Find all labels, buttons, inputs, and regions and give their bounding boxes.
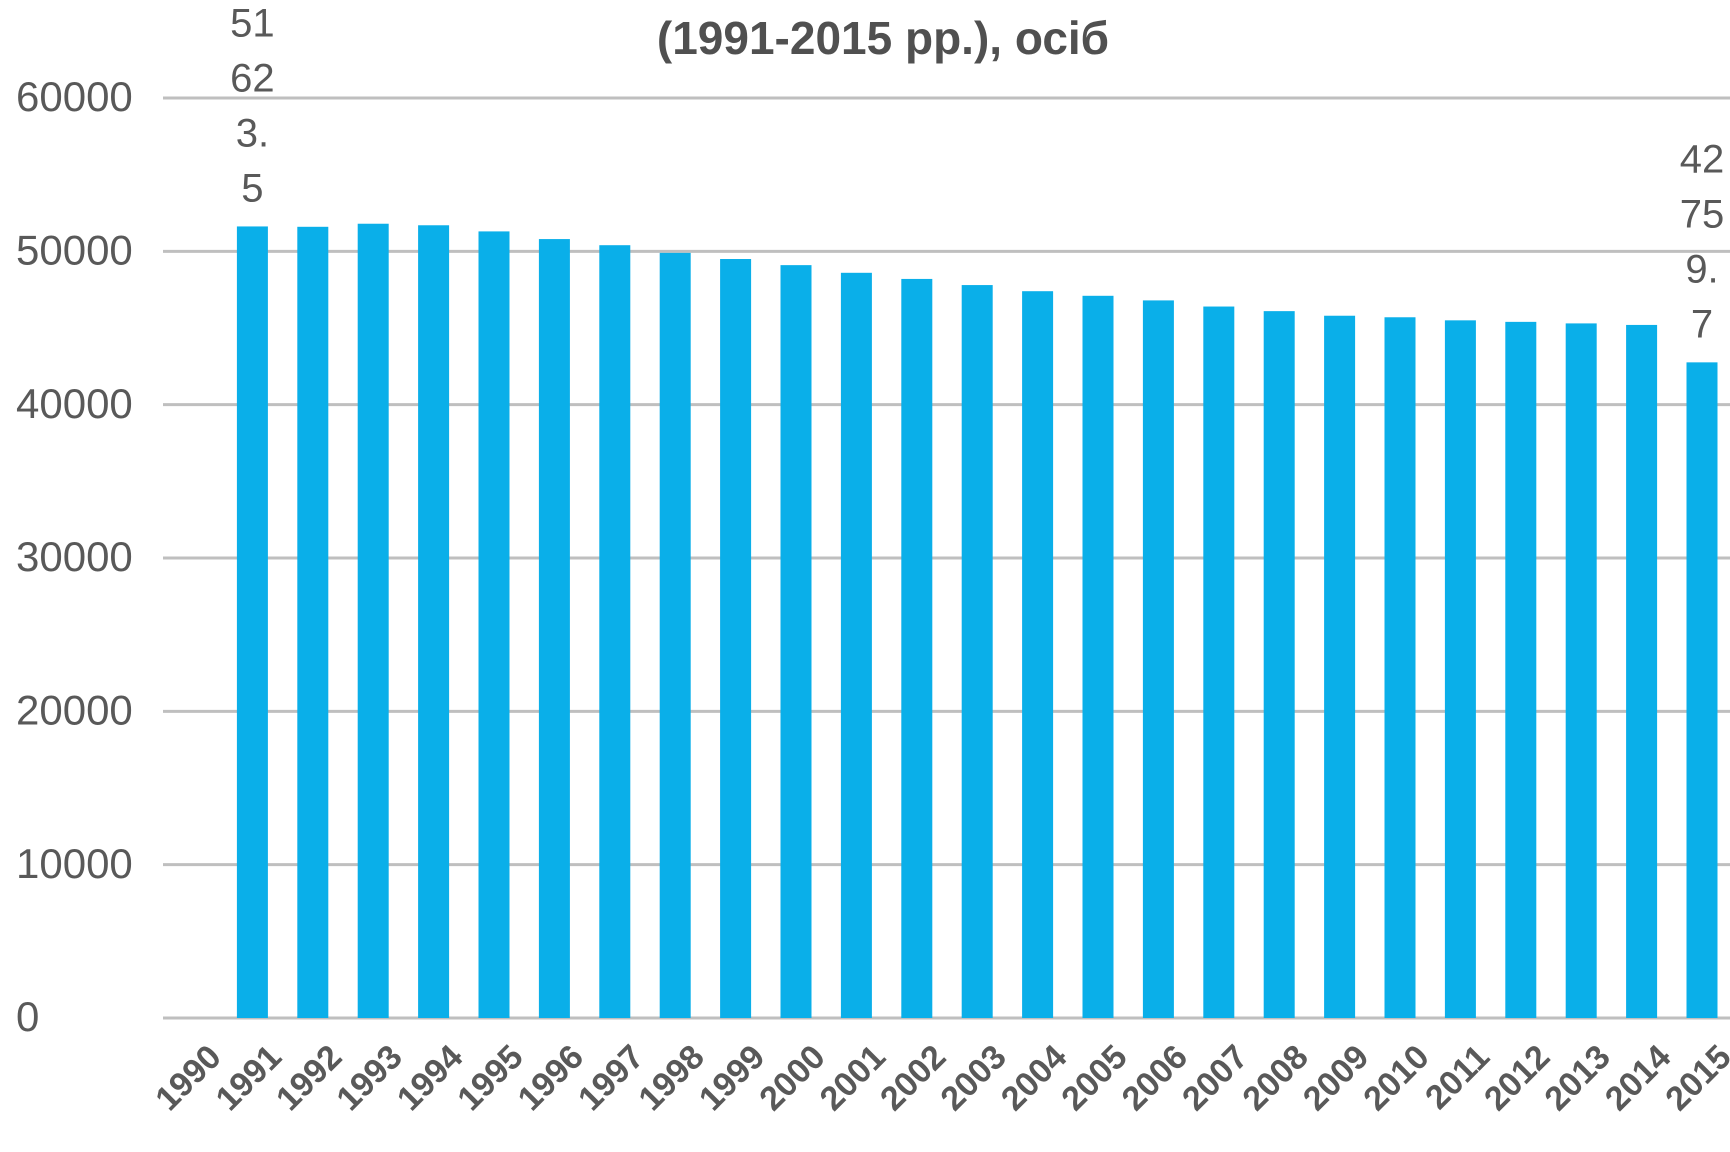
data-label: 42 75 9. 7 xyxy=(1680,137,1725,346)
bar xyxy=(1022,291,1054,1018)
x-tick-label: 1998 xyxy=(631,1038,711,1118)
bar xyxy=(297,226,329,1019)
x-tick-label: 2002 xyxy=(873,1038,953,1118)
x-tick-label: 1994 xyxy=(390,1038,470,1118)
chart-title: (1991-2015 рр.), осіб xyxy=(657,12,1109,64)
x-tick-label: 2012 xyxy=(1477,1038,1557,1118)
bar xyxy=(1203,306,1235,1018)
x-tick-label: 1991 xyxy=(209,1038,289,1118)
bar xyxy=(478,231,510,1018)
x-tick-label: 2006 xyxy=(1115,1038,1195,1118)
x-tick-label: 2003 xyxy=(933,1038,1013,1118)
bar xyxy=(357,223,389,1018)
data-label: 51 62 3. 5 xyxy=(230,1,275,210)
y-tick-label: 40000 xyxy=(16,380,133,427)
bar xyxy=(1263,311,1295,1019)
bar xyxy=(538,239,570,1019)
bar xyxy=(1384,317,1416,1018)
y-tick-label: 30000 xyxy=(16,533,133,580)
bar xyxy=(1565,323,1597,1018)
x-tick-label: 2000 xyxy=(752,1038,832,1118)
bar xyxy=(659,252,691,1018)
y-tick-label: 50000 xyxy=(16,226,133,273)
bar xyxy=(1686,362,1718,1018)
bar xyxy=(418,225,450,1018)
x-tick-label: 2011 xyxy=(1418,1038,1497,1117)
bar xyxy=(840,272,872,1018)
bar xyxy=(1324,315,1356,1018)
bar xyxy=(236,226,268,1018)
x-tick-label: 2007 xyxy=(1175,1038,1255,1118)
bar xyxy=(1626,324,1658,1018)
x-tick-label: 2001 xyxy=(813,1038,893,1118)
x-tick-label: 2005 xyxy=(1054,1038,1134,1118)
x-tick-label: 1996 xyxy=(511,1038,591,1118)
bar xyxy=(599,245,631,1018)
x-tick-label: 2010 xyxy=(1356,1038,1436,1118)
x-tick-label: 2004 xyxy=(994,1038,1074,1118)
bar xyxy=(720,259,752,1018)
x-tick-label: 2009 xyxy=(1296,1038,1376,1118)
x-tick-label: 1999 xyxy=(692,1038,772,1118)
bar xyxy=(780,265,812,1019)
y-tick-label: 60000 xyxy=(16,73,133,120)
x-tick-label: 2008 xyxy=(1235,1038,1315,1118)
x-tick-label: 1992 xyxy=(269,1038,349,1118)
x-tick-label: 1993 xyxy=(329,1038,409,1118)
x-tick-label: 2014 xyxy=(1598,1038,1678,1118)
bar xyxy=(1142,300,1174,1018)
x-tick-label: 1997 xyxy=(571,1038,651,1118)
x-tick-label: 1990 xyxy=(148,1038,228,1118)
x-tick-label: 2013 xyxy=(1537,1038,1617,1118)
y-tick-label: 0 xyxy=(16,993,39,1040)
bar xyxy=(901,278,933,1018)
x-tick-label: 1995 xyxy=(450,1038,530,1118)
y-tick-label: 10000 xyxy=(16,840,133,887)
y-tick-label: 20000 xyxy=(16,686,133,733)
bar xyxy=(961,285,993,1019)
bar xyxy=(1082,295,1114,1018)
bar xyxy=(1444,320,1476,1018)
bar xyxy=(1505,321,1537,1018)
x-tick-label: 2015 xyxy=(1658,1038,1730,1118)
